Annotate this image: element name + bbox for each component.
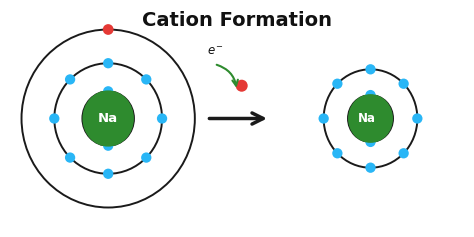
Text: Cation Formation: Cation Formation [142,11,332,30]
Point [367,93,374,97]
Point [367,166,374,170]
Text: Na: Na [98,112,118,125]
Point [66,156,74,160]
Point [367,67,374,71]
Ellipse shape [82,90,134,147]
Point [320,117,328,120]
Point [158,117,166,120]
Point [400,151,408,155]
Point [143,156,150,160]
Text: +: + [384,93,392,103]
Point [104,61,112,65]
Point [413,117,421,120]
Point [143,77,150,81]
Point [334,82,341,86]
Text: e$^-$: e$^-$ [207,45,224,58]
Text: Na: Na [357,112,375,125]
Point [104,89,112,93]
Point [104,172,112,176]
Point [66,77,74,81]
Point [238,84,246,88]
Point [104,144,112,148]
Point [367,140,374,144]
Point [334,151,341,155]
Point [51,117,58,120]
Point [400,82,408,86]
Point [104,27,112,31]
Ellipse shape [348,94,393,143]
